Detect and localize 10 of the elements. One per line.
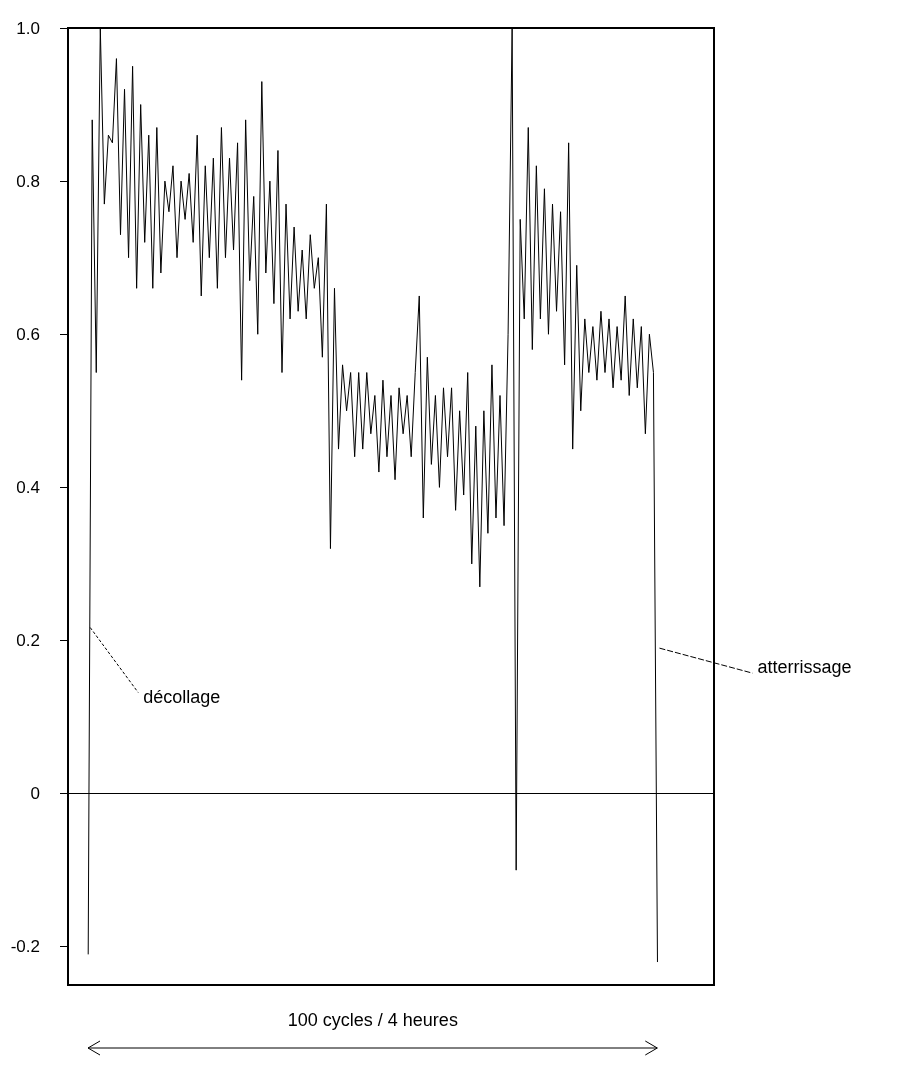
text: 100 cycles / 4 heures [287, 1010, 458, 1030]
y-tick-label: -0.2 [10, 937, 40, 957]
text: atterrissage [757, 657, 852, 678]
y-tick-label: 1.0 [16, 18, 40, 38]
y-tick-label: 0.4 [16, 477, 40, 497]
annotation: décollage [143, 686, 221, 707]
y-tick-label: 0.8 [16, 171, 40, 191]
y-tick-label: 0.2 [16, 630, 40, 650]
y-tick-label: 0 [30, 784, 40, 804]
y-tick-label: 0.6 [16, 324, 40, 344]
